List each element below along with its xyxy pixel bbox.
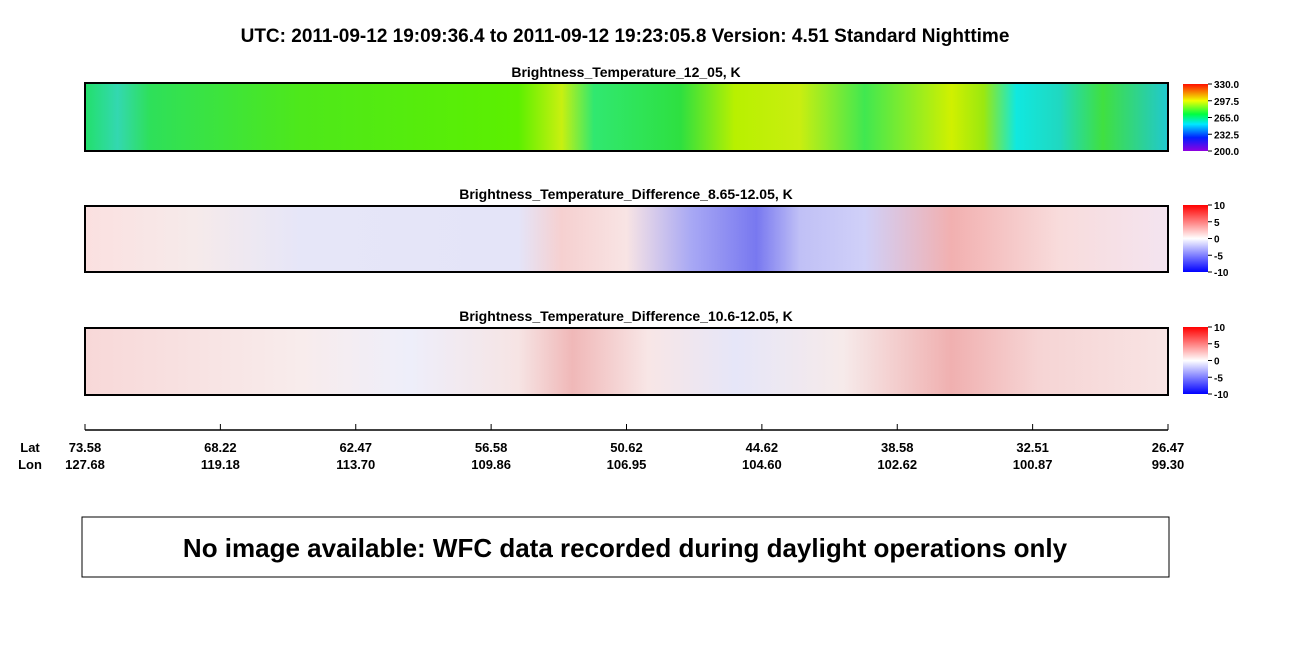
lon-tick-label: 119.18: [201, 457, 240, 472]
lat-tick-label: 68.22: [204, 440, 237, 455]
lon-tick-label: 99.30: [1152, 457, 1185, 472]
panel: Brightness_Temperature_Difference_10.6-1…: [84, 308, 1208, 396]
lon-tick-label: 106.95: [607, 457, 647, 472]
colorbar-label: 265.0: [1214, 114, 1239, 125]
strip-image: [84, 327, 1169, 396]
lat-tick-label: 73.58: [69, 440, 102, 455]
colorbar-label: 0: [1214, 357, 1220, 368]
colorbar-label: -5: [1214, 373, 1223, 384]
lon-tick-label: 109.86: [471, 457, 511, 472]
lon-tick-label: 127.68: [65, 457, 105, 472]
colorbar-label: -5: [1214, 251, 1223, 262]
colorbar-label: 5: [1214, 218, 1220, 229]
colorbar: [1183, 205, 1208, 272]
lon-tick-label: 104.60: [742, 457, 782, 472]
lat-tick-label: 26.47: [1152, 440, 1185, 455]
lat-tick-label: 50.62: [610, 440, 643, 455]
panel: Brightness_Temperature_12_05, K: [84, 64, 1208, 152]
notice-box: [81, 516, 1170, 578]
colorbar-label: 200.0: [1214, 147, 1239, 158]
notice-text: No image available: WFC data recorded du…: [183, 533, 1068, 563]
colorbar-label: 0: [1214, 235, 1220, 246]
colorbar-label: 330.0: [1214, 80, 1239, 91]
colorbar: [1183, 327, 1208, 394]
lon-label: Lon: [18, 457, 42, 472]
panel-title: Brightness_Temperature_12_05, K: [511, 64, 740, 80]
colorbar: [1183, 84, 1208, 151]
title: UTC: 2011-09-12 19:09:36.4 to 2011-09-12…: [241, 26, 1010, 47]
colorbar-label: 10: [1214, 201, 1226, 212]
colorbar-label: -10: [1214, 268, 1229, 279]
panel: Brightness_Temperature_Difference_8.65-1…: [84, 186, 1208, 273]
lat-tick-label: 56.58: [475, 440, 508, 455]
lon-tick-label: 102.62: [877, 457, 917, 472]
colorbar-label: -10: [1214, 390, 1229, 401]
lat-tick-label: 62.47: [339, 440, 372, 455]
colorbar-label: 10: [1214, 323, 1226, 334]
panel-title: Brightness_Temperature_Difference_10.6-1…: [459, 308, 793, 324]
strip-image: [84, 82, 1169, 152]
lon-tick-label: 100.87: [1013, 457, 1053, 472]
colorbar-label: 5: [1214, 340, 1220, 351]
panel-title: Brightness_Temperature_Difference_8.65-1…: [459, 186, 793, 202]
lat-tick-label: 44.62: [746, 440, 779, 455]
lon-tick-label: 113.70: [336, 457, 375, 472]
lat-tick-label: 38.58: [881, 440, 914, 455]
strip-image: [84, 205, 1169, 273]
colorbar-label: 232.5: [1214, 130, 1239, 141]
colorbar-label: 297.5: [1214, 97, 1239, 108]
lat-label: Lat: [20, 440, 40, 455]
lat-tick-label: 32.51: [1016, 440, 1049, 455]
